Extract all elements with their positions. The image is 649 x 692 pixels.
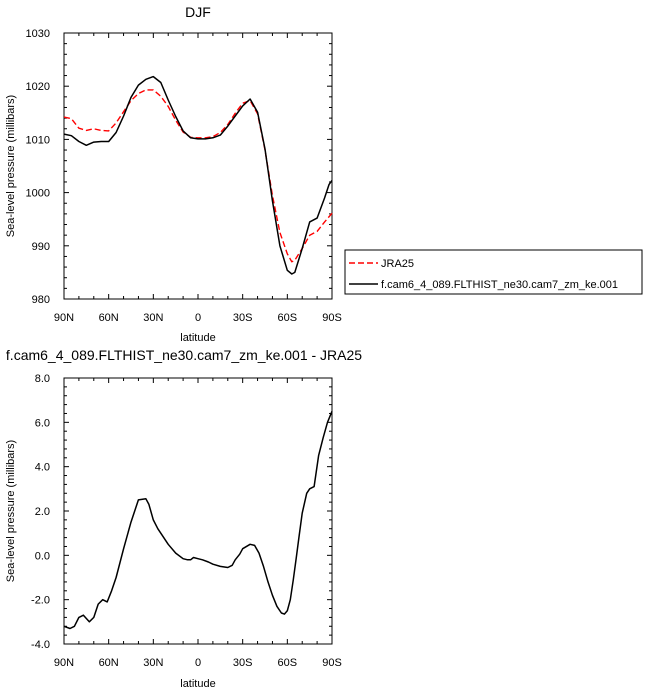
bottom-chart-title: f.cam6_4_089.FLTHIST_ne30.cam7_zm_ke.001… [6, 347, 362, 363]
bottom-chart: f.cam6_4_089.FLTHIST_ne30.cam7_zm_ke.001… [5, 347, 362, 690]
top-chart-title: DJF [185, 4, 211, 20]
x-tick-label: 90S [322, 312, 342, 324]
top-chart-y-axis-title: Sea-level pressure (millibars) [5, 95, 17, 237]
plot-frame [63, 377, 333, 645]
x-tick-label: 90N [54, 312, 74, 324]
y-tick-label: 980 [32, 294, 50, 306]
series-line-0 [63, 89, 333, 263]
y-tick-label: 990 [32, 241, 50, 253]
x-tick-label: 30N [143, 657, 163, 669]
y-tick-label: 0.0 [35, 550, 50, 562]
y-tick-label: -4.0 [31, 639, 50, 651]
y-tick-label: 6.0 [35, 417, 50, 429]
x-tick-label: 60S [278, 312, 298, 324]
plot-frame [63, 32, 333, 300]
top-chart-legend: JRA25 f.cam6_4_089.FLTHIST_ne30.cam7_zm_… [344, 249, 643, 295]
top-chart-x-axis-title: latitude [180, 332, 215, 344]
x-tick-label: 30S [233, 657, 253, 669]
series-line-1 [63, 75, 333, 275]
x-tick-label: 0 [195, 312, 201, 324]
y-tick-label: 1020 [26, 81, 50, 93]
y-tick-label: 1000 [26, 188, 50, 200]
x-tick-label: 60N [99, 312, 119, 324]
x-tick-label: 30S [233, 312, 253, 324]
y-tick-label: 8.0 [35, 373, 50, 385]
x-tick-label: 30N [143, 312, 163, 324]
top-chart-plot-area: 90N 60N 30N 0 30S 60S 90S 980 990 1000 1010 1020 103… [26, 28, 342, 324]
legend-label-jra25: JRA25 [381, 258, 414, 270]
y-tick-label: 1010 [26, 134, 50, 146]
x-tick-label: 0 [195, 657, 201, 669]
legend-label-model: f.cam6_4_089.FLTHIST_ne30.cam7_zm_ke.001 [381, 279, 618, 291]
y-tick-label: 4.0 [35, 462, 50, 474]
x-tick-label: 60S [278, 657, 298, 669]
top-chart: DJF 90N 60N 30N 0 30S 60S 90S 980 990 1000 1010 102… [5, 4, 643, 344]
x-tick-label: 60N [99, 657, 119, 669]
y-tick-label: 1030 [26, 28, 50, 40]
bottom-chart-x-axis-title: latitude [180, 678, 215, 690]
y-tick-label: -2.0 [31, 595, 50, 607]
x-tick-label: 90N [54, 657, 74, 669]
legend-box [344, 249, 643, 295]
bottom-chart-y-axis-title: Sea-level pressure (millibars) [5, 440, 17, 582]
x-tick-label: 90S [322, 657, 342, 669]
bottom-chart-plot-area: 90N 60N 30N 0 30S 60S 90S -4.0 -2.0 0.0 2.0 4.0 6.0 8… [31, 373, 342, 669]
series-line-0 [63, 411, 333, 630]
y-tick-label: 2.0 [35, 506, 50, 518]
